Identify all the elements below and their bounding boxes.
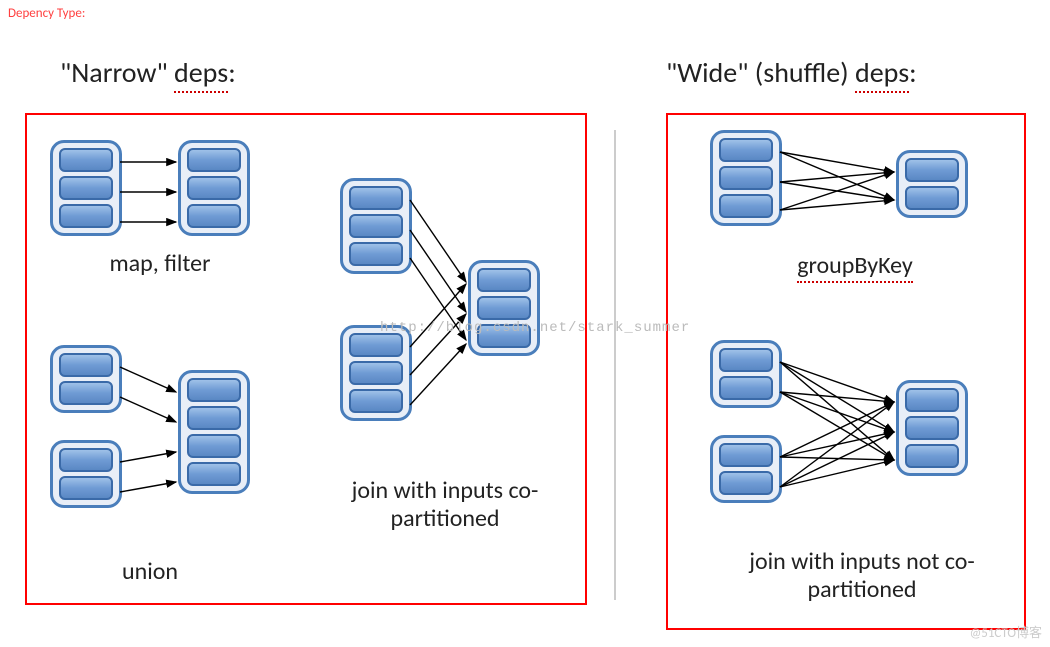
join-nc-label: join with inputs not co-partitioned xyxy=(712,548,1012,603)
cojoin-label: join with inputs co-partitioned xyxy=(345,477,545,532)
partition xyxy=(59,148,113,172)
partition xyxy=(905,388,959,412)
gbk-dst xyxy=(896,150,968,218)
partition xyxy=(905,444,959,468)
partition xyxy=(905,186,959,210)
wide-title-prefix: "Wide" (shuffle) xyxy=(666,55,855,90)
groupbykey-label: groupByKey xyxy=(775,252,935,280)
gbk-src xyxy=(710,130,782,226)
wide-title-deps: deps xyxy=(855,55,909,93)
partition xyxy=(349,389,403,413)
narrow-title-suffix: : xyxy=(228,55,236,90)
mapfilter-src xyxy=(50,140,122,236)
partition xyxy=(349,242,403,266)
cojoin-src-a xyxy=(340,178,412,274)
page-title: Depency Type: xyxy=(8,6,85,21)
jnc-dst xyxy=(896,380,968,476)
partition xyxy=(59,353,113,377)
partition xyxy=(477,296,531,320)
partition xyxy=(187,406,241,430)
narrow-title-prefix: "Narrow" xyxy=(60,55,174,90)
partition xyxy=(349,186,403,210)
narrow-title-deps: deps xyxy=(174,55,228,93)
partition xyxy=(719,194,773,218)
watermark-center: http://blog.csdn.net/stark_summer xyxy=(380,320,690,336)
partition xyxy=(719,166,773,190)
union-dst xyxy=(178,370,250,494)
cojoin-src-b xyxy=(340,325,412,421)
partition xyxy=(477,268,531,292)
partition xyxy=(59,448,113,472)
partition xyxy=(719,348,773,372)
partition xyxy=(59,476,113,500)
union-label: union xyxy=(100,558,200,586)
partition xyxy=(349,214,403,238)
union-src-a xyxy=(50,345,122,413)
partition xyxy=(719,443,773,467)
partition xyxy=(719,471,773,495)
watermark-corner: @51CTO博客 xyxy=(970,622,1042,641)
partition xyxy=(187,204,241,228)
partition xyxy=(187,462,241,486)
partition xyxy=(59,204,113,228)
narrow-title: "Narrow" deps: xyxy=(60,55,236,90)
wide-title: "Wide" (shuffle) deps: xyxy=(666,55,917,90)
partition xyxy=(719,138,773,162)
jnc-src-a xyxy=(710,340,782,408)
wide-title-suffix: : xyxy=(909,55,917,90)
vertical-divider xyxy=(614,130,616,600)
union-src-b xyxy=(50,440,122,508)
mapfilter-label: map, filter xyxy=(90,250,230,278)
partition xyxy=(905,158,959,182)
partition xyxy=(187,176,241,200)
partition xyxy=(187,378,241,402)
cojoin-dst xyxy=(468,260,540,356)
partition xyxy=(59,381,113,405)
partition xyxy=(349,361,403,385)
jnc-src-b xyxy=(710,435,782,503)
partition xyxy=(719,376,773,400)
partition xyxy=(349,333,403,357)
mapfilter-dst xyxy=(178,140,250,236)
partition xyxy=(187,148,241,172)
partition xyxy=(59,176,113,200)
partition xyxy=(905,416,959,440)
partition xyxy=(187,434,241,458)
